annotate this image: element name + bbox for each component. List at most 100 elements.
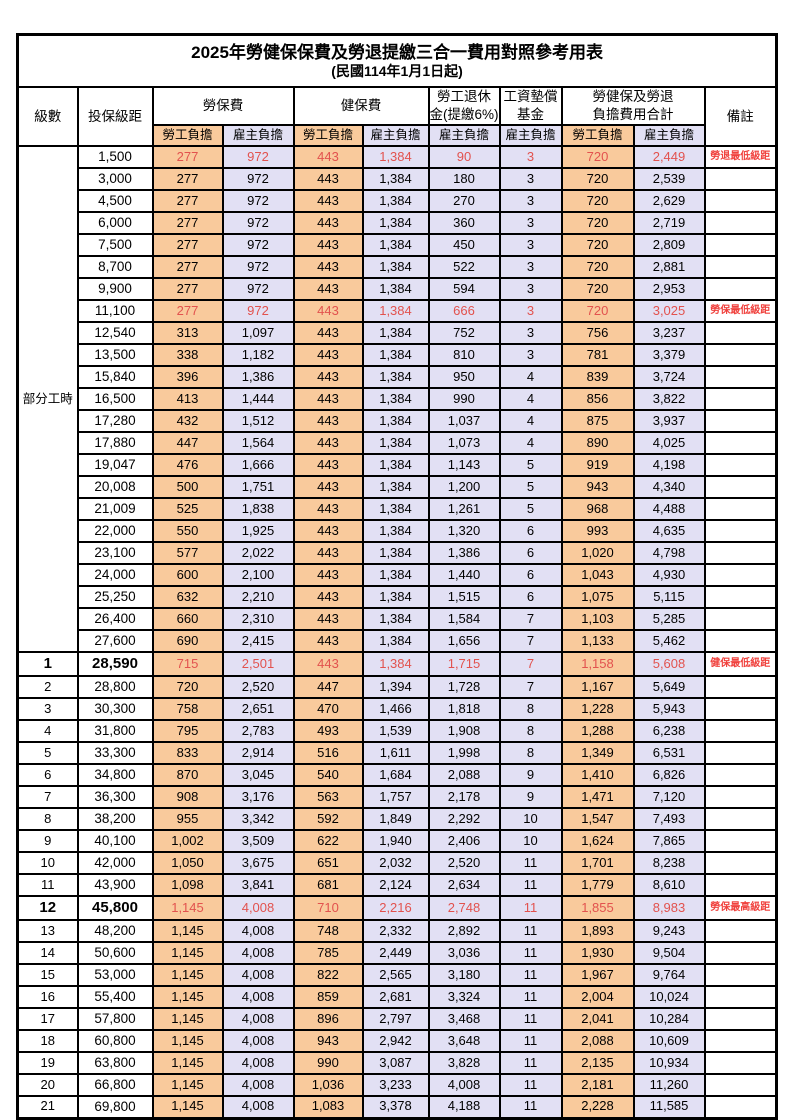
cell-bracket: 63,800	[76, 1051, 154, 1075]
cell-remark	[703, 189, 778, 213]
cell-remark	[703, 1029, 778, 1053]
cell-total-employee: 1,967	[560, 963, 635, 987]
col-header-pension: 勞工退休 金(提繳6%)	[427, 86, 501, 126]
cell-health-employee: 470	[292, 697, 364, 721]
cell-pension-employer: 1,908	[427, 719, 501, 743]
wage-fund-line1: 工資墊償	[503, 89, 558, 105]
cell-health-employee: 443	[292, 299, 364, 323]
cell-wage-fund-employer: 3	[498, 233, 563, 257]
table-row: 11,100 277 972 443 1,384 666 3 720 3,025 勞保最低級距	[18, 299, 778, 323]
cell-wage-fund-employer: 7	[498, 651, 563, 677]
cell-total-employee: 943	[560, 475, 635, 499]
cell-labor-employee: 396	[151, 365, 224, 389]
cell-labor-employee: 277	[151, 189, 224, 213]
cell-bracket: 7,500	[76, 233, 154, 257]
cell-remark	[703, 851, 778, 875]
cell-health-employer: 1,757	[361, 785, 430, 809]
cell-remark	[703, 541, 778, 565]
cell-health-employee: 443	[292, 233, 364, 257]
cell-pension-employer: 1,386	[427, 541, 501, 565]
cell-labor-employer: 3,045	[221, 763, 295, 787]
col-header-bracket: 投保級距	[76, 86, 154, 147]
cell-labor-employee: 1,050	[151, 851, 224, 875]
cell-labor-employee: 1,145	[151, 963, 224, 987]
cell-wage-fund-employer: 3	[498, 321, 563, 345]
cell-health-employee: 443	[292, 167, 364, 191]
cell-health-employee: 1,036	[292, 1073, 364, 1097]
cell-pension-employer: 2,748	[427, 895, 501, 921]
table-row: 26,400 660 2,310 443 1,384 1,584 7 1,103 5,285	[18, 607, 778, 631]
cell-health-employee: 748	[292, 919, 364, 943]
cell-health-employee: 443	[292, 607, 364, 631]
cell-remark	[703, 1051, 778, 1075]
cell-pension-employer: 3,468	[427, 1007, 501, 1031]
cell-total-employee: 720	[560, 167, 635, 191]
cell-health-employer: 2,032	[361, 851, 430, 875]
cell-wage-fund-employer: 9	[498, 763, 563, 787]
cell-health-employee: 443	[292, 145, 364, 169]
table-row: 17,880 447 1,564 443 1,384 1,073 4 890 4,025	[18, 431, 778, 455]
cell-labor-employee: 1,145	[151, 1073, 224, 1097]
cell-labor-employee: 277	[151, 255, 224, 279]
cell-health-employer: 1,384	[361, 343, 430, 367]
cell-labor-employee: 690	[151, 629, 224, 653]
cell-bracket: 69,800	[76, 1095, 154, 1119]
cell-labor-employee: 1,145	[151, 1007, 224, 1031]
cell-level: 2	[16, 675, 79, 699]
cell-total-employee: 1,228	[560, 697, 635, 721]
cell-remark	[703, 697, 778, 721]
cell-health-employer: 1,849	[361, 807, 430, 831]
table-row: 22,000 550 1,925 443 1,384 1,320 6 993 4,635	[18, 519, 778, 543]
cell-health-employer: 1,384	[361, 365, 430, 389]
cell-labor-employer: 2,310	[221, 607, 295, 631]
col-header-level: 級數	[16, 86, 79, 147]
cell-bracket: 20,008	[76, 475, 154, 499]
col-header-health-insurance: 健保費	[292, 86, 430, 126]
cell-health-employee: 943	[292, 1029, 364, 1053]
cell-labor-employer: 3,342	[221, 807, 295, 831]
subheader-labor-employee: 勞工負擔	[151, 124, 224, 147]
cell-level: 20	[16, 1073, 79, 1097]
cell-health-employee: 443	[292, 453, 364, 477]
cell-labor-employee: 715	[151, 651, 224, 677]
cell-labor-employer: 2,501	[221, 651, 295, 677]
cell-total-employee: 720	[560, 255, 635, 279]
cell-remark	[703, 255, 778, 279]
cell-level: 13	[16, 919, 79, 943]
cell-total-employer: 2,719	[632, 211, 706, 235]
cell-total-employee: 720	[560, 145, 635, 169]
cell-labor-employee: 955	[151, 807, 224, 831]
cell-remark	[703, 585, 778, 609]
cell-labor-employer: 1,386	[221, 365, 295, 389]
cell-wage-fund-employer: 5	[498, 497, 563, 521]
cell-pension-employer: 752	[427, 321, 501, 345]
cell-wage-fund-employer: 3	[498, 189, 563, 213]
cell-total-employee: 2,135	[560, 1051, 635, 1075]
cell-health-employer: 1,384	[361, 189, 430, 213]
cell-bracket: 23,100	[76, 541, 154, 565]
cell-bracket: 19,047	[76, 453, 154, 477]
cell-remark	[703, 563, 778, 587]
table-row: 9 40,100 1,002 3,509 622 1,940 2,406 10 1,624 7,8…	[16, 829, 778, 853]
table-row: 8 38,200 955 3,342 592 1,849 2,292 10 1,547 7,493	[16, 807, 778, 831]
cell-labor-employer: 1,838	[221, 497, 295, 521]
cell-total-employer: 3,379	[632, 343, 706, 367]
cell-pension-employer: 2,178	[427, 785, 501, 809]
cell-remark	[703, 387, 778, 411]
cell-labor-employee: 338	[151, 343, 224, 367]
cell-remark	[703, 321, 778, 345]
cell-pension-employer: 950	[427, 365, 501, 389]
cell-total-employer: 4,930	[632, 563, 706, 587]
cell-pension-employer: 1,715	[427, 651, 501, 677]
cell-total-employer: 5,115	[632, 585, 706, 609]
table-row: 14 50,600 1,145 4,008 785 2,449 3,036 11 1,930 9,…	[16, 941, 778, 965]
cell-total-employer: 10,609	[632, 1029, 706, 1053]
cell-labor-employer: 4,008	[221, 895, 295, 921]
cell-total-employer: 2,539	[632, 167, 706, 191]
table-row: 18 60,800 1,145 4,008 943 2,942 3,648 11 2,088 10…	[16, 1029, 778, 1053]
cell-health-employer: 1,539	[361, 719, 430, 743]
title-cell: 2025年勞健保保費及勞退提繳三合一費用對照參考用表 (民國114年1月1日起)	[16, 33, 778, 88]
cell-wage-fund-employer: 11	[498, 895, 563, 921]
cell-total-employee: 1,349	[560, 741, 635, 765]
cell-wage-fund-employer: 10	[498, 829, 563, 853]
